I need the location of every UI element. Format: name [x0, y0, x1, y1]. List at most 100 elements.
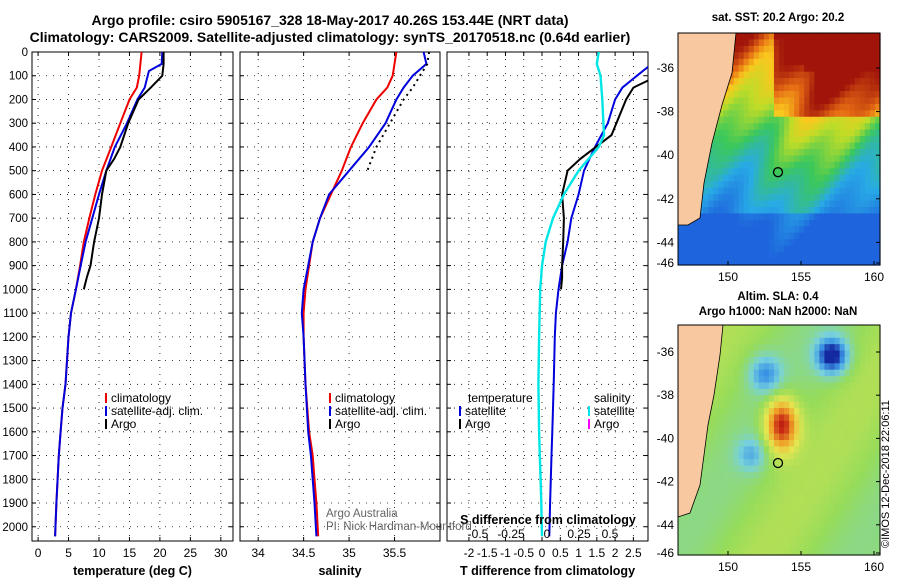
map-cell	[839, 71, 846, 79]
map-cell	[874, 142, 881, 150]
map-cell	[829, 440, 836, 447]
map-cell	[708, 168, 714, 176]
map-cell	[794, 161, 800, 169]
map-cell	[743, 181, 750, 189]
map-cell	[819, 548, 826, 556]
map-cell	[804, 420, 810, 428]
map-cell	[809, 174, 815, 182]
map-cell	[824, 136, 831, 144]
map-cell	[844, 510, 851, 518]
map-cell	[708, 510, 714, 518]
map-cell	[824, 529, 831, 537]
map-cell	[839, 149, 846, 157]
map-cell	[768, 142, 775, 150]
map-cell	[834, 142, 841, 150]
map-cell	[768, 465, 775, 473]
map-cell	[718, 414, 725, 422]
map-cell	[723, 187, 730, 195]
map-cell	[713, 395, 719, 403]
map-cell	[839, 523, 846, 531]
map-cell	[854, 523, 861, 531]
map-cell	[713, 258, 719, 266]
map-cell	[723, 420, 730, 428]
map-cell	[789, 331, 795, 339]
map-cell	[718, 535, 725, 543]
map-cell	[819, 39, 826, 47]
map-cell	[728, 226, 735, 234]
map-cell	[733, 471, 740, 479]
map-cell	[733, 433, 740, 441]
map-cell	[869, 356, 876, 364]
map-cell	[859, 84, 866, 92]
map-cell	[773, 433, 780, 441]
map-cell	[758, 408, 765, 416]
map-cell	[804, 155, 810, 163]
map-cell	[849, 78, 856, 86]
map-cell	[768, 136, 775, 144]
map-cell	[763, 245, 770, 253]
map-cell	[703, 452, 709, 460]
map-cell	[703, 535, 709, 543]
map-cell	[839, 129, 846, 137]
map-cell	[738, 187, 745, 195]
map-cell	[804, 465, 810, 473]
map-cell	[748, 142, 755, 150]
map-cell	[824, 510, 831, 518]
map-cell	[743, 478, 750, 486]
map-cell	[784, 78, 790, 86]
map-cell	[864, 510, 871, 518]
map-cell	[824, 181, 831, 189]
map-cell	[819, 350, 826, 358]
map-cell	[728, 427, 735, 435]
map-cell	[819, 149, 826, 157]
map-cell	[784, 446, 790, 454]
map-cell	[768, 535, 775, 543]
map-cell	[789, 363, 795, 371]
map-cell	[728, 194, 735, 202]
map-cell	[809, 200, 815, 208]
map-cell	[718, 110, 725, 118]
map-cell	[713, 420, 719, 428]
map-cell	[859, 440, 866, 447]
map-cell	[708, 427, 714, 435]
map-cell	[758, 484, 765, 492]
map-cell	[834, 103, 841, 111]
map-cell	[748, 91, 755, 99]
map-cell	[819, 232, 826, 240]
s-tick-label: 0.5	[602, 527, 619, 541]
map-cell	[804, 39, 810, 47]
map-cell	[789, 110, 795, 118]
map-cell	[869, 548, 876, 556]
map-cell	[718, 433, 725, 441]
map-cell	[854, 395, 861, 403]
map-cell	[849, 194, 856, 202]
map-cell	[743, 325, 750, 332]
map-cell	[824, 420, 831, 428]
map-cell	[779, 58, 785, 66]
map-cell	[844, 344, 851, 352]
map-cell	[869, 350, 876, 358]
map-cell	[814, 440, 820, 447]
map-cell	[809, 58, 815, 66]
map-cell	[859, 45, 866, 53]
map-cell	[874, 45, 881, 53]
map-cell	[814, 123, 820, 131]
map-cell	[869, 433, 876, 441]
map-cell	[874, 388, 881, 396]
map-cell	[874, 174, 881, 182]
map-cell	[768, 71, 775, 79]
map-cell	[824, 491, 831, 499]
map-cell	[839, 388, 846, 396]
map-cell	[713, 414, 719, 422]
map-cell	[799, 516, 805, 524]
map-cell	[753, 446, 760, 454]
map-cell	[799, 187, 805, 195]
map-cell	[834, 174, 841, 182]
map-cell	[708, 200, 714, 208]
map-cell	[814, 414, 820, 422]
map-cell	[728, 91, 735, 99]
map-cell	[819, 213, 826, 221]
map-cell	[854, 452, 861, 460]
map-cell	[864, 484, 871, 492]
map-cell	[763, 337, 770, 345]
